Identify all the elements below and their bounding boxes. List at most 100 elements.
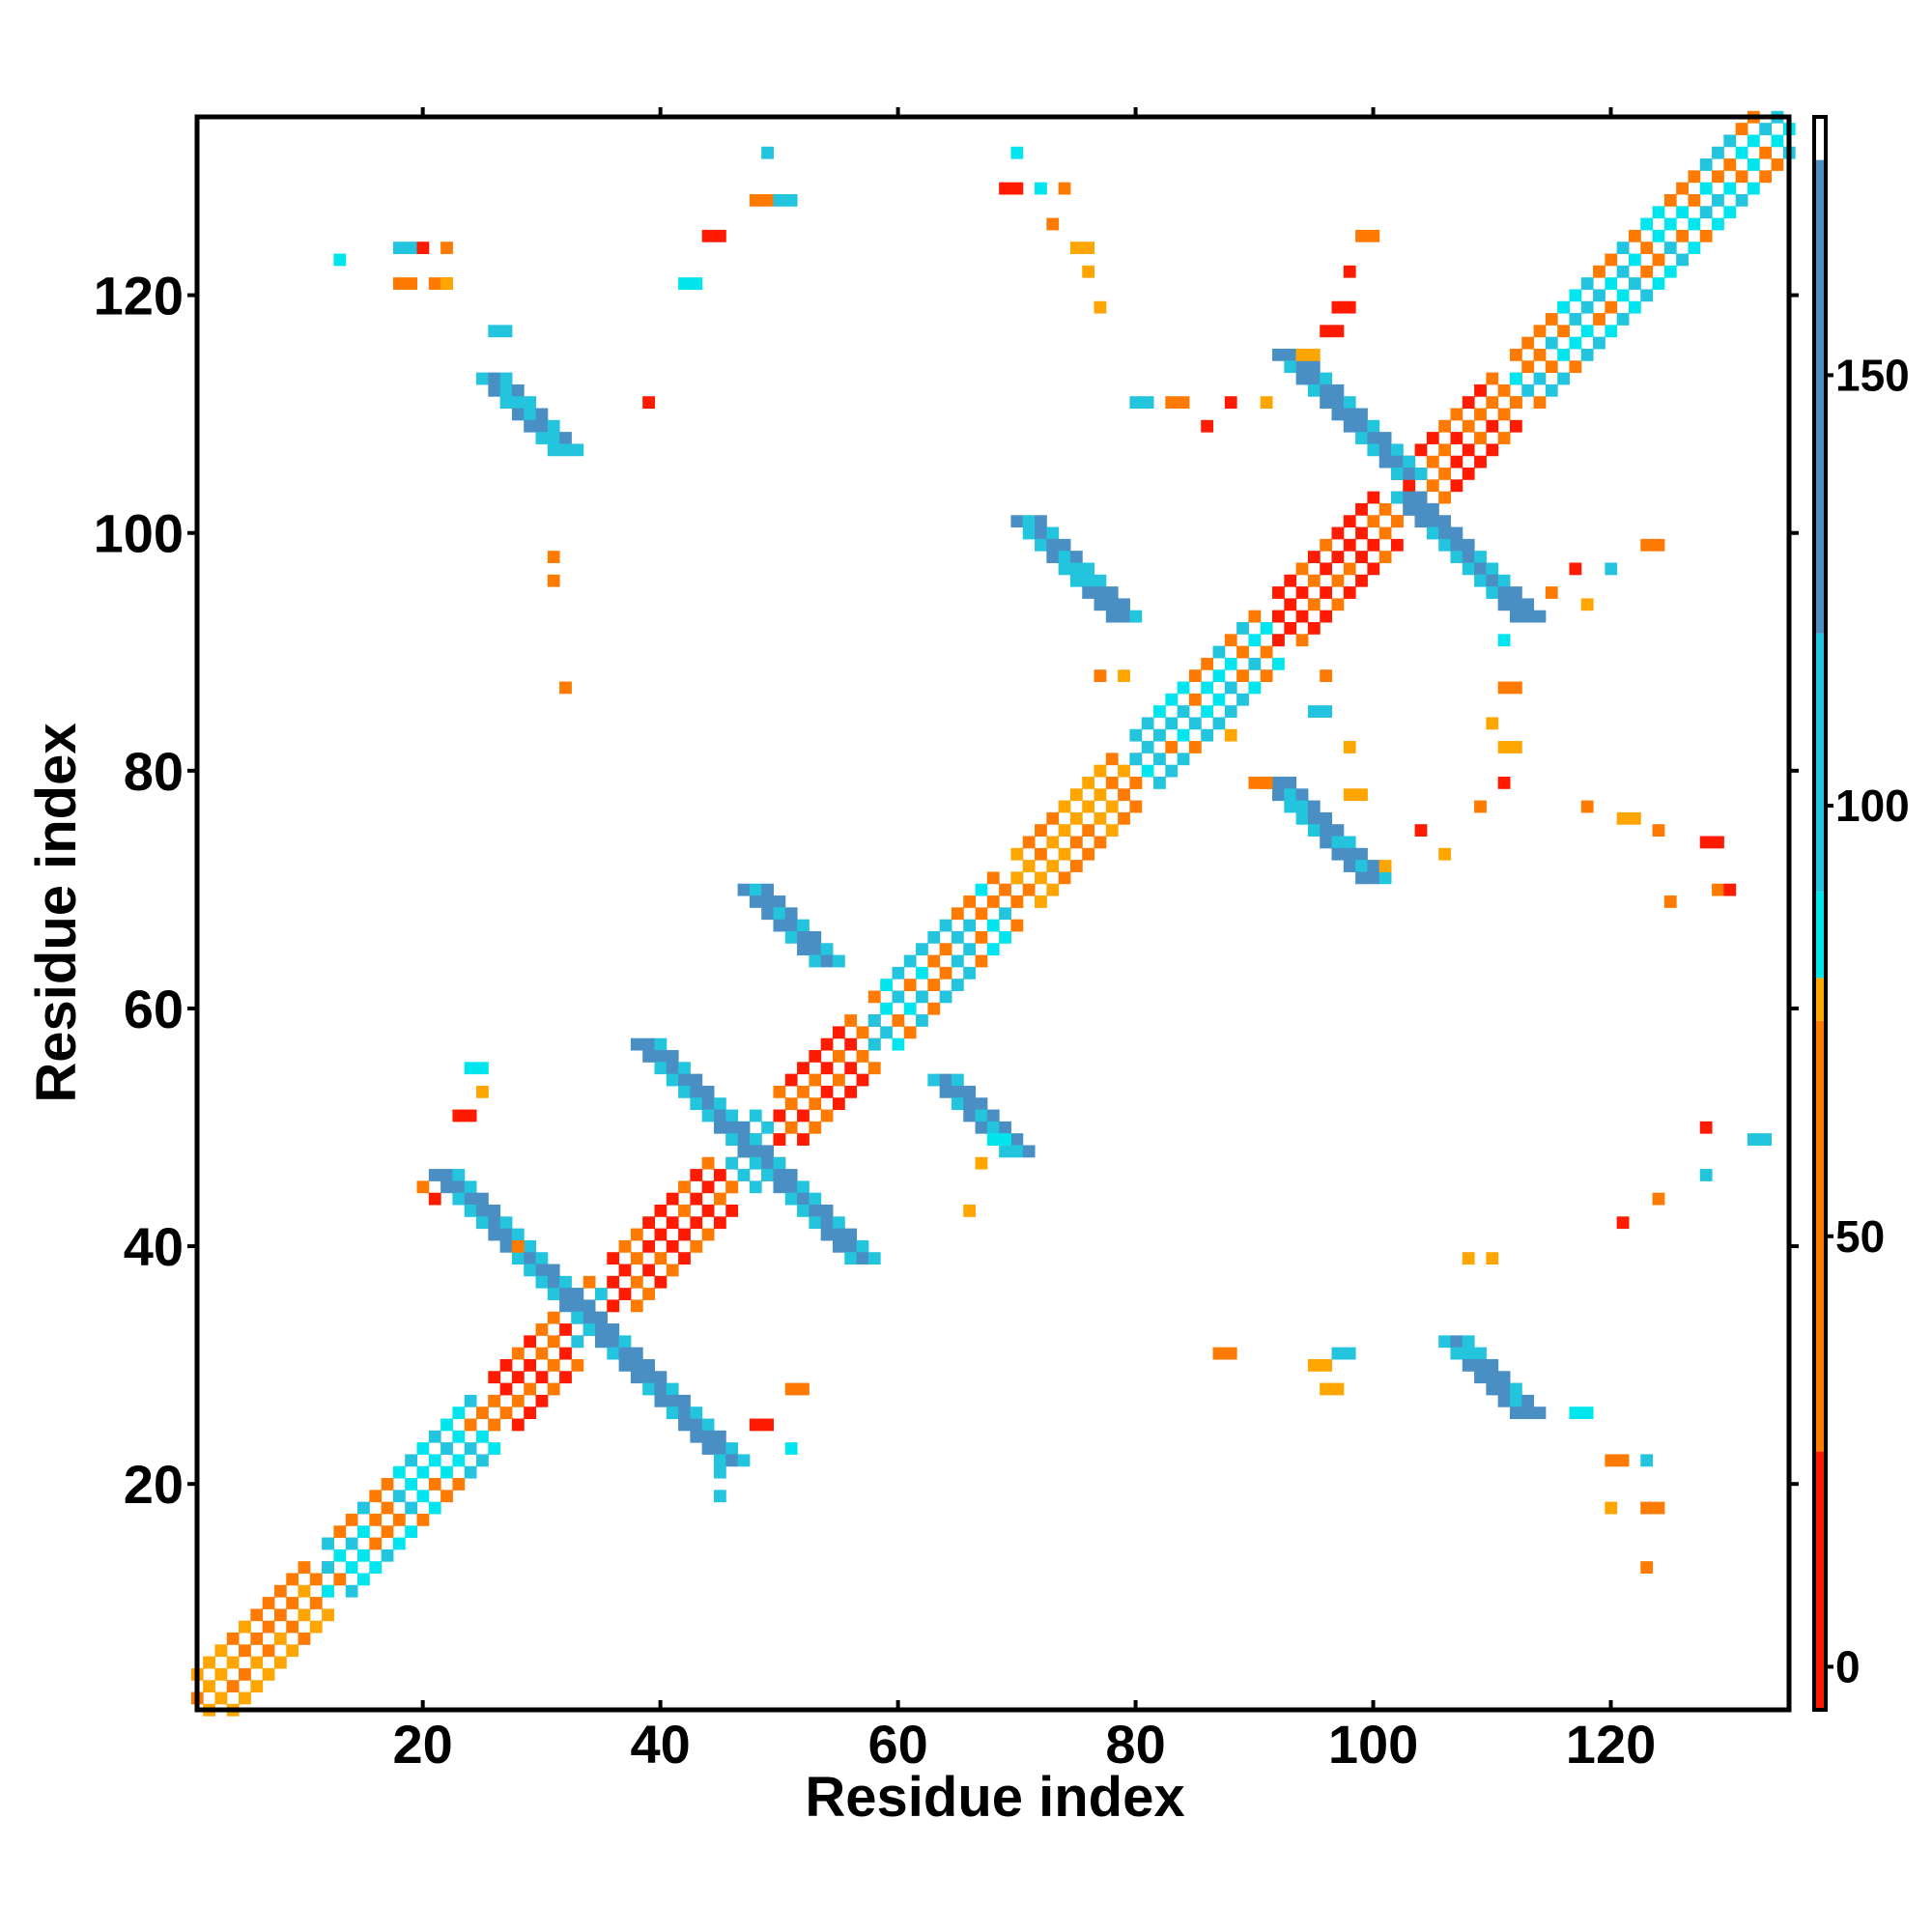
heat-cell xyxy=(273,1633,287,1645)
heat-cell xyxy=(1438,538,1451,552)
heat-cell xyxy=(1188,741,1202,753)
heat-cell xyxy=(666,1394,679,1407)
heat-cell xyxy=(535,1371,549,1384)
heat-cell xyxy=(986,871,1000,885)
heat-cell xyxy=(1343,860,1356,872)
heat-cell xyxy=(1236,669,1249,683)
heat-cell xyxy=(725,1109,739,1122)
heat-cell xyxy=(999,1121,1011,1134)
heat-cell xyxy=(511,1252,525,1265)
heat-cell xyxy=(1058,871,1071,885)
heat-cell xyxy=(452,1454,466,1467)
heat-cell xyxy=(1497,384,1511,397)
heat-cell xyxy=(725,1121,739,1134)
heat-cell xyxy=(654,1394,668,1407)
heat-cell xyxy=(582,1323,596,1336)
heat-cell xyxy=(1438,515,1451,528)
heat-cell xyxy=(1391,468,1404,480)
heat-cell xyxy=(761,895,774,908)
heat-cell xyxy=(642,1037,655,1051)
heat-cell xyxy=(713,1169,726,1181)
x-tick-label: 120 xyxy=(1566,1714,1656,1775)
heat-cell xyxy=(1474,551,1487,563)
heat-cell xyxy=(524,1382,537,1396)
heat-cell xyxy=(298,1633,311,1645)
heat-cell xyxy=(547,551,560,563)
heat-cell xyxy=(511,1394,525,1407)
heat-cell xyxy=(903,1026,917,1039)
heat-cell xyxy=(773,193,786,207)
heat-cell xyxy=(1248,610,1262,623)
heat-cell xyxy=(1010,919,1024,932)
heat-cell xyxy=(1153,705,1166,718)
heat-cell xyxy=(1509,396,1522,409)
heat-cell xyxy=(571,1288,584,1300)
heat-cell xyxy=(773,907,786,921)
heat-cell xyxy=(820,943,834,956)
heat-cell xyxy=(1046,883,1060,896)
heat-cell xyxy=(524,408,537,421)
heat-cell xyxy=(1224,1347,1237,1360)
heat-cell xyxy=(1295,800,1309,813)
heat-cell xyxy=(1355,847,1368,861)
heat-cell xyxy=(642,1288,655,1300)
heat-cell xyxy=(1236,622,1249,635)
heat-cell xyxy=(511,1418,525,1432)
heat-cell xyxy=(1747,158,1760,171)
heat-cell xyxy=(678,1228,691,1241)
heat-cell xyxy=(1699,229,1713,242)
heat-cell xyxy=(1403,491,1416,504)
heat-cell xyxy=(1022,1145,1036,1158)
heat-cell xyxy=(654,1228,668,1241)
colorbar-tick-label: 0 xyxy=(1835,1641,1861,1691)
heat-cell xyxy=(1450,1335,1463,1349)
heat-cell xyxy=(784,1073,798,1087)
heat-cell xyxy=(416,1465,430,1479)
heat-cell xyxy=(784,1097,798,1111)
heat-cell xyxy=(1343,1347,1356,1360)
heat-cell xyxy=(749,1145,762,1158)
heat-cell xyxy=(690,1406,703,1420)
heat-cell xyxy=(1355,788,1368,802)
heat-cell xyxy=(963,1109,977,1122)
heat-cell xyxy=(607,1299,620,1313)
heat-cell xyxy=(1320,705,1333,718)
heat-cell xyxy=(1509,372,1522,385)
heat-cell xyxy=(1759,170,1773,184)
heat-cell xyxy=(1355,860,1368,872)
heat-cell xyxy=(1771,158,1784,171)
heat-cell xyxy=(737,1121,751,1134)
heat-cell xyxy=(1426,526,1439,540)
heat-cell xyxy=(524,1264,537,1277)
heat-cell xyxy=(499,1382,513,1396)
heat-cell xyxy=(1414,468,1428,480)
heat-cell xyxy=(1521,360,1535,374)
heat-cell xyxy=(1284,598,1297,611)
heat-cell xyxy=(1355,551,1368,563)
colorbar: 0 50 100 150 xyxy=(1812,115,1910,1712)
heat-cell xyxy=(892,966,905,980)
heat-cell xyxy=(1307,360,1321,374)
heat-cell xyxy=(1497,776,1511,789)
heat-cell xyxy=(452,1430,466,1443)
heat-cell xyxy=(713,1430,726,1443)
heat-cell xyxy=(761,1145,774,1158)
heat-cell xyxy=(820,1037,834,1051)
heat-cell xyxy=(713,229,726,242)
heat-cell xyxy=(369,1513,383,1526)
heat-cell xyxy=(1486,1371,1499,1384)
heat-cell xyxy=(618,1347,632,1360)
heat-cell xyxy=(1569,313,1582,326)
heat-cell xyxy=(1367,538,1380,552)
heat-cell xyxy=(405,1501,418,1515)
heat-cell xyxy=(784,907,798,921)
colorbar-band xyxy=(1814,159,1826,634)
heat-cell xyxy=(1414,824,1428,838)
heat-cell xyxy=(761,883,774,896)
heat-cell xyxy=(1094,836,1107,849)
heat-cell xyxy=(1723,158,1737,171)
heat-cell xyxy=(1082,824,1095,838)
heat-cell xyxy=(1295,586,1309,599)
heat-cell xyxy=(1105,824,1119,838)
heat-cell xyxy=(725,1133,739,1146)
